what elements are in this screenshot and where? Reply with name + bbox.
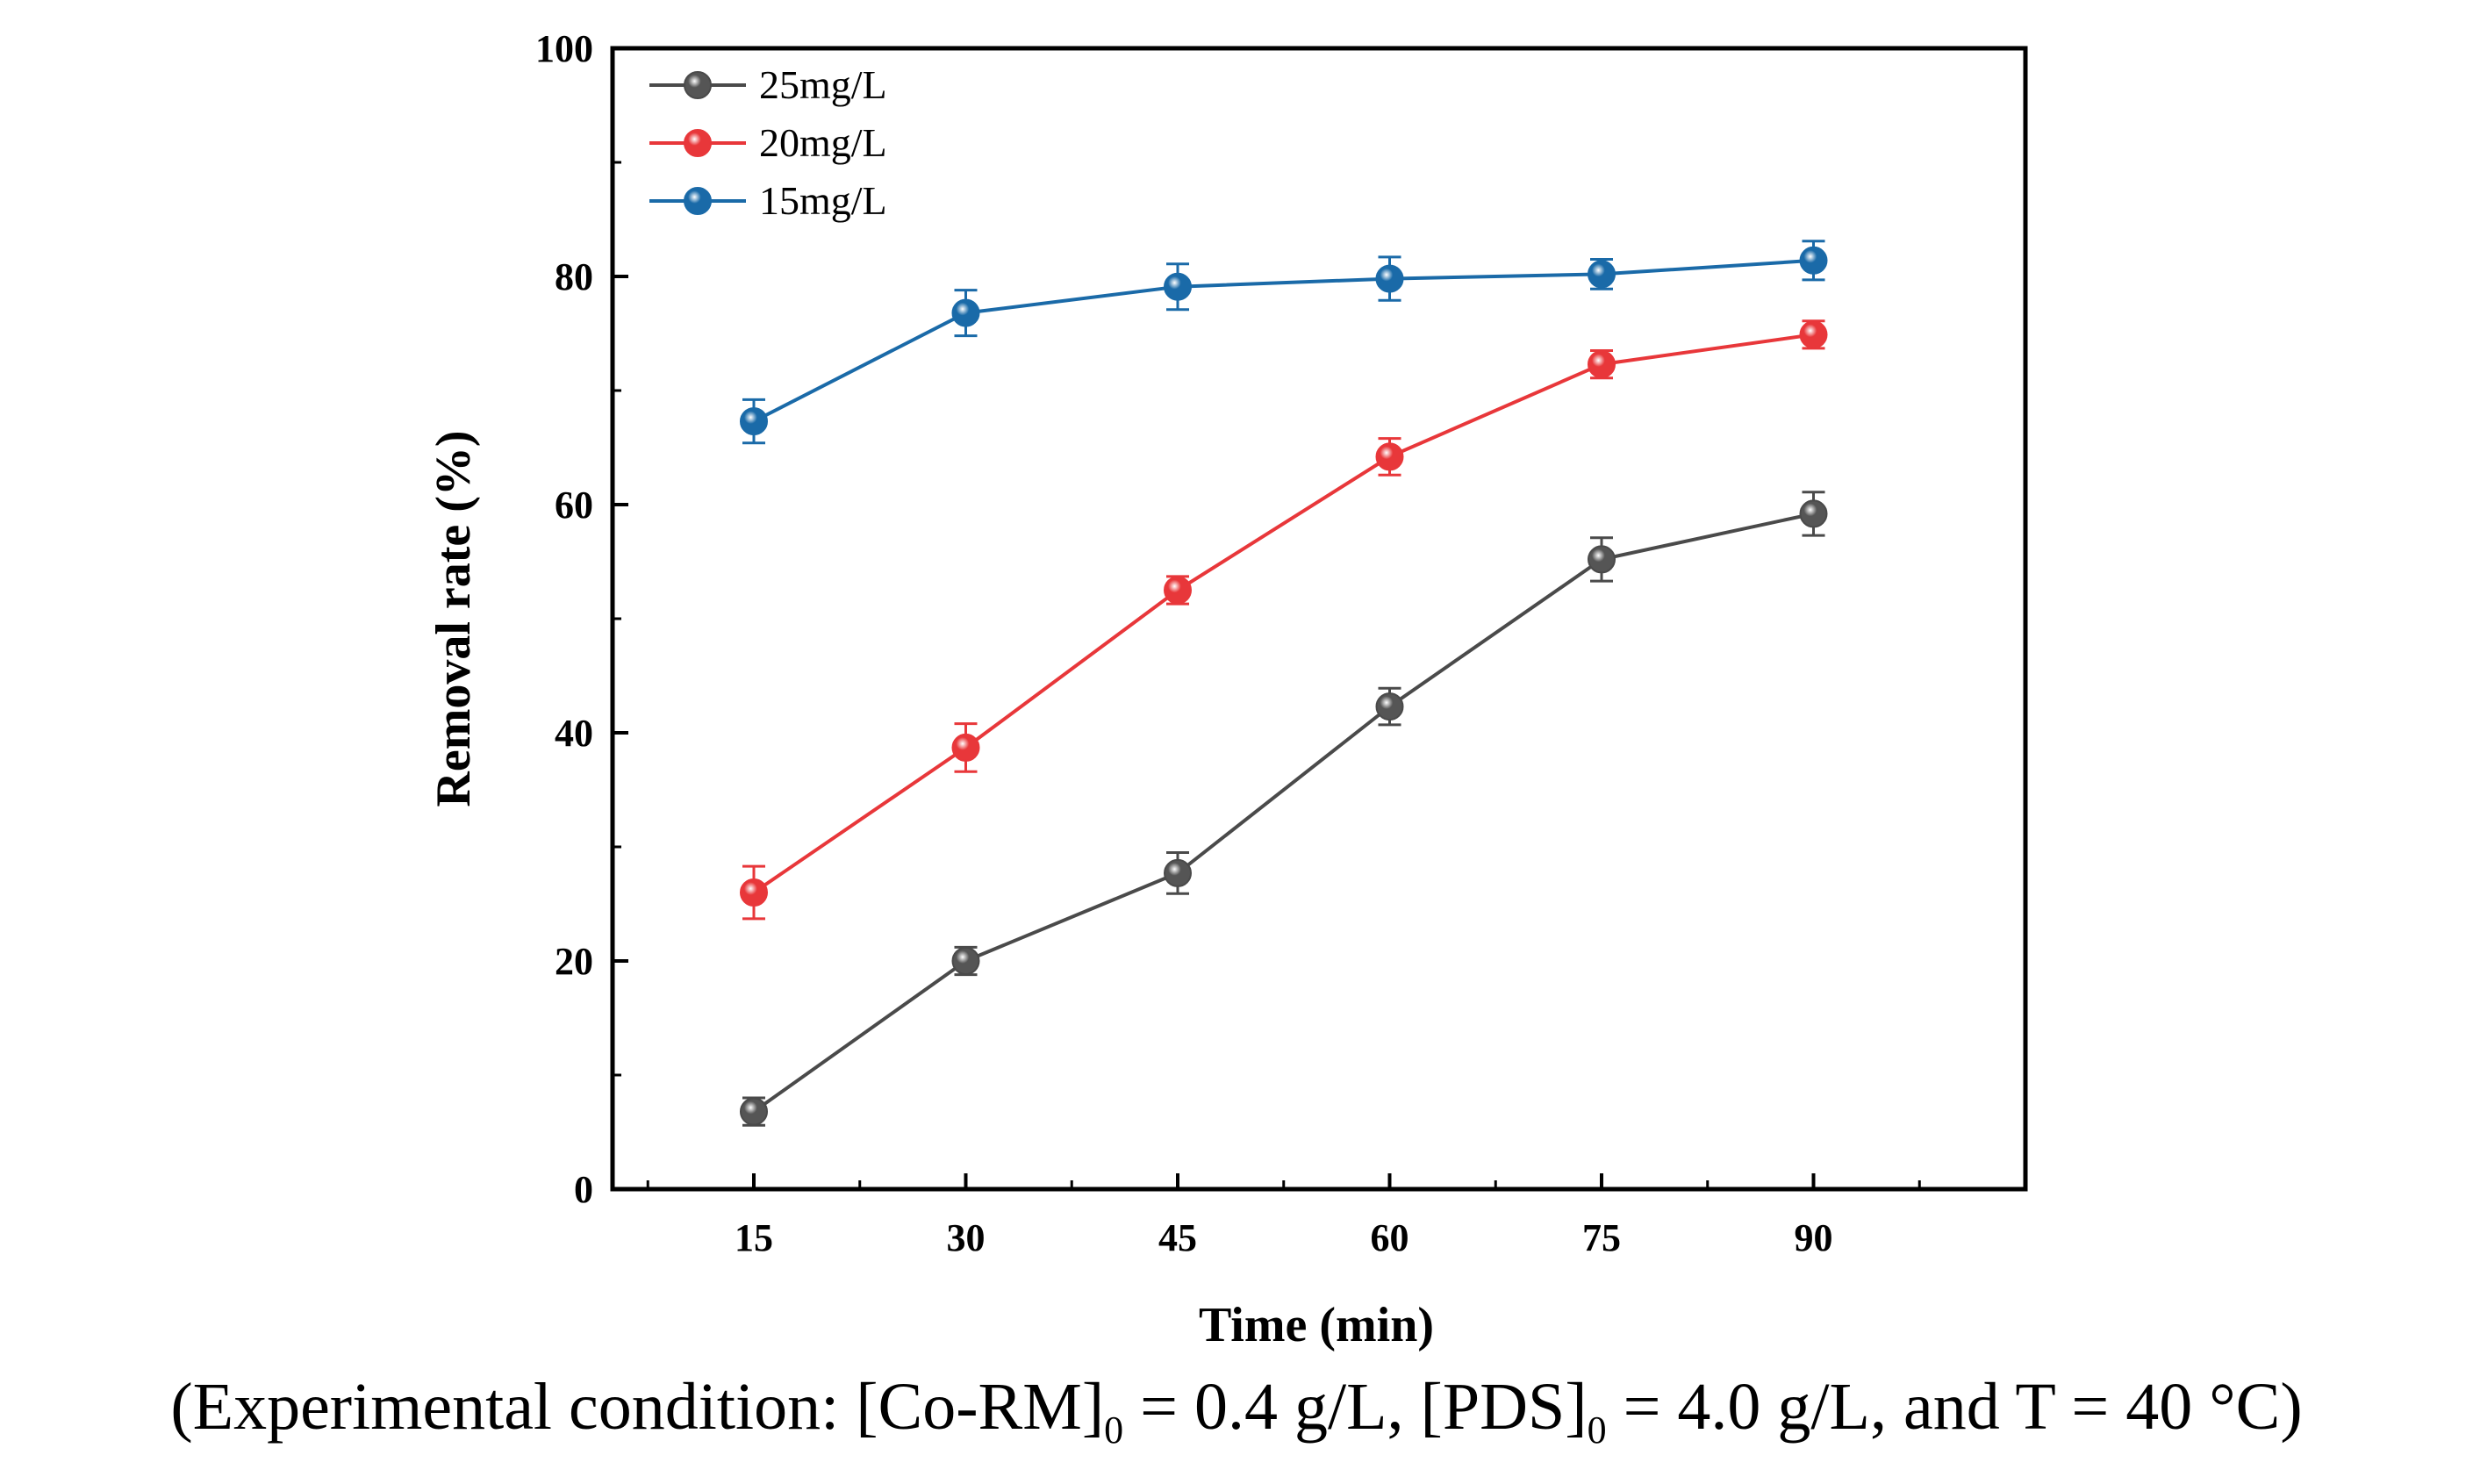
legend-marker	[684, 187, 712, 215]
y-tick-label: 100	[535, 27, 593, 70]
series-20mg/L	[740, 319, 1828, 921]
legend: 25mg/L 20mg/L 15mg/L	[649, 62, 887, 223]
x-tick-label: 60	[1371, 1216, 1409, 1259]
x-tick-label: 45	[1158, 1216, 1197, 1259]
data-point	[1799, 499, 1828, 528]
data-point	[1164, 576, 1192, 605]
data-point	[1588, 260, 1616, 289]
data-point	[951, 298, 980, 327]
x-tick-label: 30	[947, 1216, 986, 1259]
series-layer	[740, 240, 1828, 1127]
data-point	[1375, 692, 1404, 721]
caption-suffix: = 4.0 g/L, and T = 40 °C)	[1606, 1370, 2303, 1444]
series-line	[752, 333, 1814, 894]
data-point	[740, 878, 768, 907]
legend-label: 15mg/L	[759, 178, 887, 223]
x-tick-label: 90	[1795, 1216, 1833, 1259]
legend-marker	[684, 129, 712, 157]
y-tick-label: 80	[555, 255, 593, 298]
data-point	[1375, 264, 1404, 293]
data-point	[1588, 545, 1616, 574]
data-point	[951, 947, 980, 975]
data-point	[1164, 272, 1192, 301]
series-25mg/L	[740, 491, 1828, 1127]
x-axis-title: Time (min)	[1199, 1298, 1434, 1352]
legend-label: 25mg/L	[759, 62, 887, 107]
data-point	[1799, 246, 1828, 275]
legend-marker	[684, 71, 712, 99]
series-line	[753, 258, 1814, 423]
axes: 0 20 40 60 80 100 15 30 45 60 75 90	[535, 27, 1921, 1259]
y-tick-label: 60	[555, 484, 593, 527]
series-line	[752, 512, 1814, 1114]
caption-middle: = 0.4 g/L, [PDS]	[1123, 1370, 1588, 1444]
data-point	[951, 733, 980, 762]
x-tick-label: 15	[735, 1216, 773, 1259]
caption-subscript-2: 0	[1587, 1409, 1607, 1452]
caption-subscript-1: 0	[1104, 1409, 1124, 1452]
data-point	[740, 407, 768, 436]
x-tick-label: 75	[1582, 1216, 1621, 1259]
data-point	[740, 1097, 768, 1126]
legend-label: 20mg/L	[759, 120, 887, 165]
data-point	[1375, 442, 1404, 471]
experimental-condition-caption: (Experimental condition: [Co-RM]0 = 0.4 …	[0, 1369, 2473, 1452]
y-tick-label: 40	[555, 712, 593, 755]
y-tick-label: 20	[555, 940, 593, 983]
y-tick-label: 0	[574, 1168, 593, 1211]
caption-prefix: (Experimental condition: [Co-RM]	[170, 1370, 1105, 1444]
y-axis-title: Removal rate (%)	[427, 430, 481, 807]
data-point	[1799, 320, 1828, 349]
series-15mg/L	[740, 240, 1828, 445]
data-point	[1164, 858, 1192, 887]
data-point	[1588, 350, 1616, 379]
